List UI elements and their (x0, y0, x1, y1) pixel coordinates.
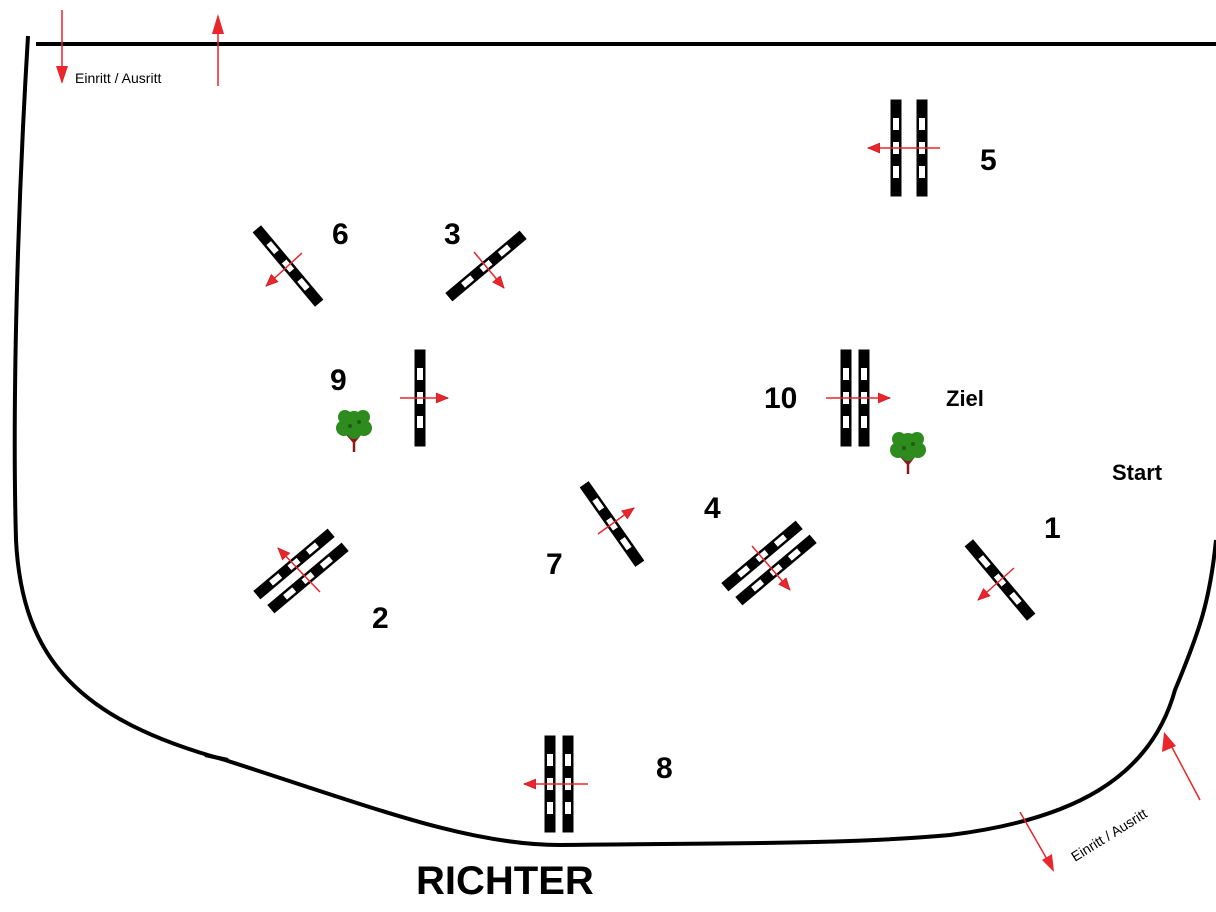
obstacle-number: 9 (330, 364, 347, 397)
obstacle-number: 5 (980, 144, 997, 177)
obstacle-1: 1 (964, 512, 1061, 621)
arrow-icon (278, 548, 321, 593)
entry-exit-label: Einritt / Ausritt (75, 70, 161, 86)
obstacle-3: 3 (444, 218, 527, 302)
obstacle-number: 8 (656, 752, 673, 785)
obstacle-8: 8 (524, 735, 673, 833)
obstacle-number: 2 (372, 602, 389, 635)
tree-icon (888, 430, 928, 476)
arrow-icon (473, 251, 504, 288)
obstacle-number: 6 (332, 218, 349, 251)
arrow-icon (266, 252, 303, 286)
obstacle-number: 10 (764, 382, 797, 415)
obstacle-4: 4 (704, 492, 817, 606)
obstacle-6: 6 (252, 218, 349, 307)
start-label: Start (1112, 460, 1163, 485)
judge-label: RICHTER (416, 859, 594, 903)
finish-label: Ziel (946, 386, 984, 411)
obstacle-5: 5 (868, 99, 997, 197)
tree-icon (334, 408, 374, 454)
arena-outline (12, 35, 1216, 848)
obstacle-7: 7 (546, 481, 645, 581)
obstacle-9: 9 (330, 349, 448, 454)
obstacle-2: 2 (253, 528, 389, 635)
obstacle-number: 4 (704, 492, 721, 525)
jump-obstacle-icon (253, 528, 349, 614)
entry-exit-top: Einritt / Ausritt (56, 10, 224, 86)
obstacle-number: 1 (1044, 512, 1061, 545)
entry-exit-label: Einritt / Ausritt (1068, 805, 1150, 864)
obstacle-number: 3 (444, 218, 461, 251)
obstacle-number: 7 (546, 548, 563, 581)
arrow-icon (751, 545, 790, 590)
entry-exit-bottom: Einritt / Ausritt (1019, 732, 1201, 872)
arrow-icon (978, 567, 1015, 600)
arrow-icon (597, 508, 634, 535)
obstacle-10: 10 (764, 349, 928, 476)
jump-obstacle-icon (721, 520, 817, 606)
